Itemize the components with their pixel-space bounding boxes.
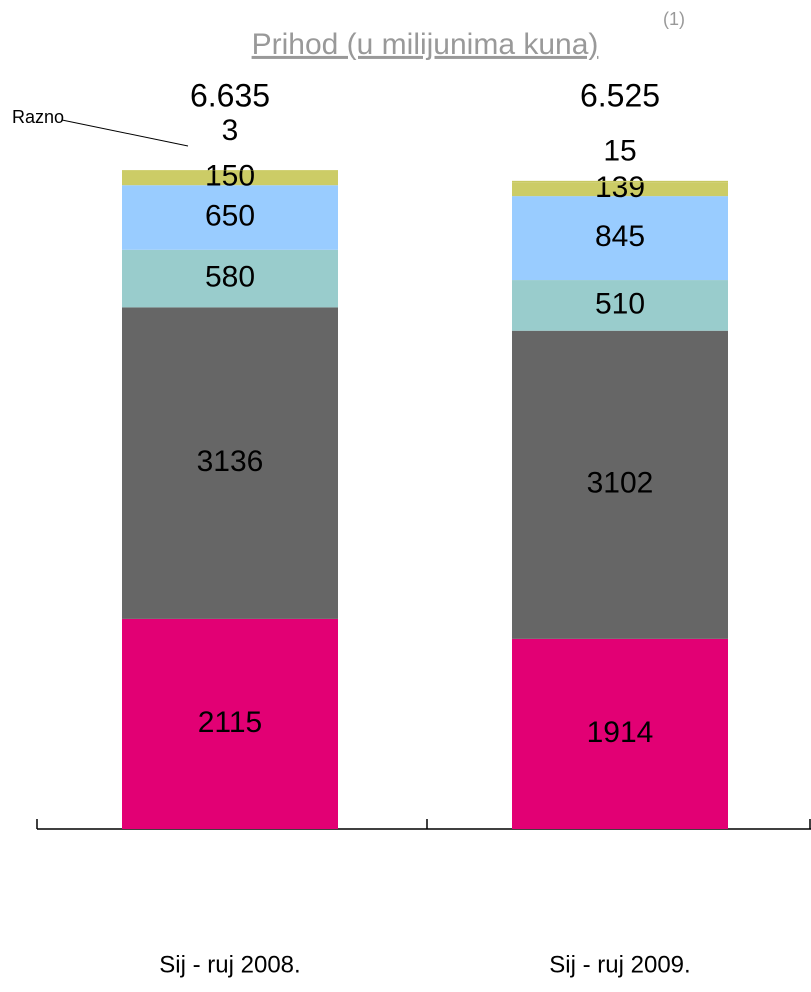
- bar-segment: [512, 196, 728, 281]
- bar-segment: [512, 330, 728, 639]
- bar-segment: [512, 182, 728, 197]
- x-tick-label: Sij - ruj 2008.: [159, 951, 300, 978]
- data-label: 3: [222, 114, 239, 147]
- bar-segment: [122, 170, 338, 186]
- title-note: (1): [663, 9, 685, 29]
- data-label: 580: [205, 260, 255, 293]
- series-annotation: Razno: [12, 107, 64, 127]
- data-label: 150: [205, 160, 255, 193]
- data-label: 1914: [587, 716, 654, 749]
- data-label: 3102: [587, 467, 654, 500]
- bar-segment: [122, 185, 338, 250]
- x-tick-label: Sij - ruj 2009.: [549, 951, 690, 978]
- data-label: 3136: [197, 445, 264, 478]
- data-label: 139: [595, 171, 645, 204]
- bar-segment: [122, 618, 338, 829]
- bar-segment: [512, 280, 728, 331]
- total-label: 6.525: [580, 77, 660, 113]
- chart-title: Prihod (u milijunima kuna): [252, 28, 599, 61]
- data-label: 845: [595, 220, 645, 253]
- total-label: 6.635: [190, 77, 270, 113]
- annotation-leader: [61, 119, 189, 147]
- data-label: 15: [603, 135, 636, 168]
- data-label: 650: [205, 199, 255, 232]
- bar-segment: [122, 249, 338, 308]
- bar-segment: [512, 638, 728, 829]
- bar-segment: [512, 180, 728, 183]
- data-label: 510: [595, 287, 645, 320]
- bar-segment: [122, 307, 338, 619]
- data-label: 2115: [198, 706, 263, 739]
